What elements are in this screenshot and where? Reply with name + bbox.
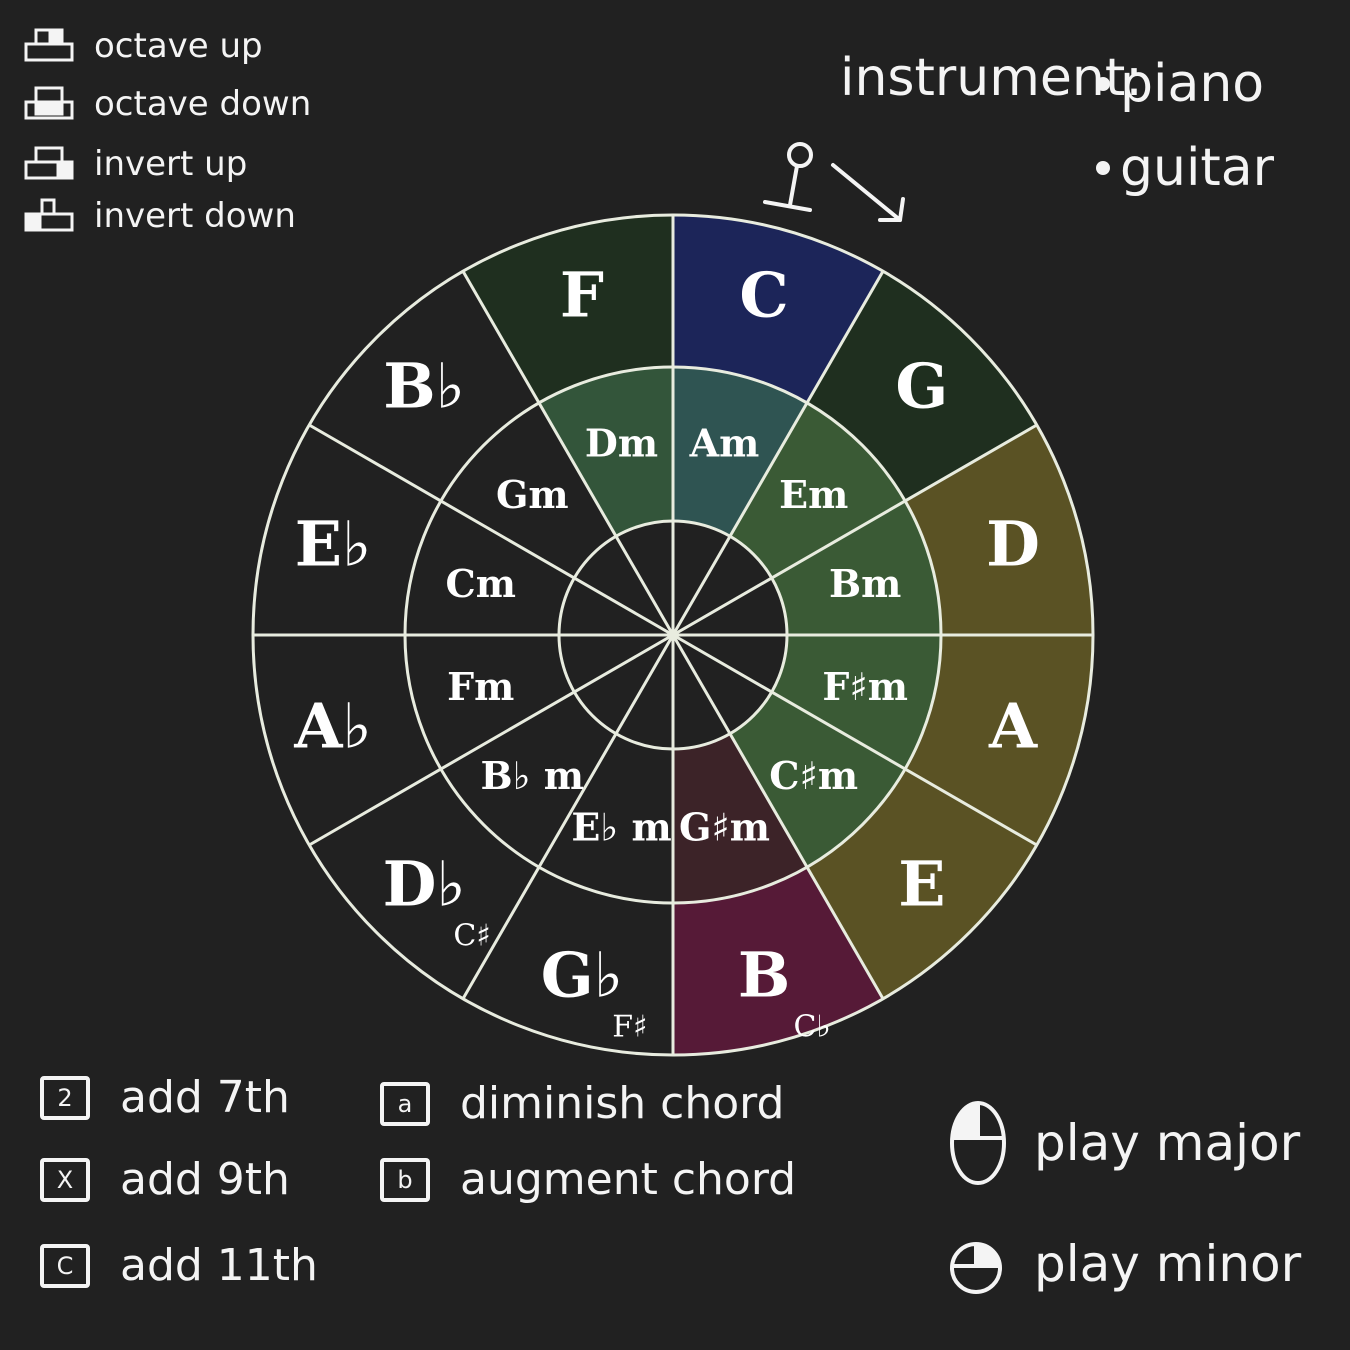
play-label: play major bbox=[1034, 1114, 1301, 1172]
key-a-icon: a bbox=[380, 1081, 430, 1126]
instrument-option-piano[interactable]: piano bbox=[1096, 54, 1264, 114]
play-label: play minor bbox=[1034, 1235, 1302, 1293]
legend-invert-up: invert up bbox=[22, 144, 247, 184]
minor-wedge-em[interactable] bbox=[730, 402, 906, 578]
wheel-spoke bbox=[461, 634, 675, 1000]
option-label: add 9th bbox=[120, 1154, 290, 1205]
wheel-spoke bbox=[671, 634, 885, 1000]
minor-wedge-gsm[interactable] bbox=[673, 733, 807, 903]
key-x-icon: X bbox=[40, 1157, 90, 1202]
instrument-option-label: piano bbox=[1120, 54, 1265, 114]
major-wedge-d[interactable] bbox=[905, 425, 1093, 635]
keys-octave-up-icon bbox=[24, 28, 74, 62]
wheel-spoke bbox=[308, 633, 674, 847]
mouse-right-click-icon bbox=[950, 1242, 1002, 1294]
mouse-left-click-icon bbox=[950, 1101, 1006, 1185]
major-wedge-e[interactable] bbox=[807, 769, 1037, 999]
minor-wedge-cm[interactable] bbox=[405, 501, 575, 635]
wheel-spoke bbox=[461, 270, 675, 636]
major-wedge-a[interactable] bbox=[905, 635, 1093, 845]
option-label: diminish chord bbox=[460, 1078, 785, 1129]
major-wedge-g[interactable] bbox=[807, 271, 1037, 501]
option-label: add 7th bbox=[120, 1072, 290, 1123]
key-2-icon: 2 bbox=[40, 1075, 90, 1120]
minor-wedge-fsm[interactable] bbox=[771, 635, 941, 769]
instrument-title: instrument: bbox=[840, 48, 1143, 108]
option-label: add 11th bbox=[120, 1240, 318, 1291]
option-augment-chord[interactable]: b augment chord bbox=[380, 1154, 796, 1205]
wheel-spoke bbox=[672, 423, 1038, 637]
play-major: play major bbox=[948, 1098, 1300, 1188]
option-add-11th[interactable]: C add 11th bbox=[40, 1240, 318, 1291]
major-wedge-f[interactable] bbox=[463, 215, 673, 403]
radio-dot-icon bbox=[1096, 77, 1110, 91]
keys-octave-down-icon bbox=[24, 86, 74, 120]
minor-wedge-bbm[interactable] bbox=[440, 692, 616, 868]
major-wedge-eb[interactable] bbox=[253, 425, 441, 635]
major-wedge-ab[interactable] bbox=[253, 635, 441, 845]
legend-octave-down: octave down bbox=[22, 84, 311, 124]
wheel-spoke bbox=[672, 633, 1038, 847]
legend-label: octave down bbox=[94, 84, 312, 124]
instrument-option-guitar[interactable]: guitar bbox=[1096, 138, 1274, 198]
minor-wedge-csm[interactable] bbox=[730, 692, 906, 868]
key-b-icon: b bbox=[380, 1157, 430, 1202]
wheel-spoke bbox=[308, 423, 674, 637]
rotate-arrow-icon bbox=[831, 163, 905, 222]
keys-invert-down-icon bbox=[24, 198, 74, 232]
key-c-icon: C bbox=[40, 1243, 90, 1288]
option-add-9th[interactable]: X add 9th bbox=[40, 1154, 290, 1205]
legend-octave-up: octave up bbox=[22, 26, 263, 66]
rotate-handle-icon[interactable] bbox=[755, 135, 920, 235]
play-minor: play minor bbox=[948, 1232, 1301, 1296]
minor-wedge-gm[interactable] bbox=[440, 402, 616, 578]
legend-invert-down: invert down bbox=[22, 196, 296, 236]
legend-label: octave up bbox=[94, 26, 263, 66]
minor-wedge-bm[interactable] bbox=[771, 501, 941, 635]
legend-label: invert down bbox=[94, 196, 296, 236]
option-add-7th[interactable]: 2 add 7th bbox=[40, 1072, 290, 1123]
wheel-spoke bbox=[671, 270, 885, 636]
option-diminish-chord[interactable]: a diminish chord bbox=[380, 1078, 784, 1129]
minor-wedge-dm[interactable] bbox=[539, 367, 673, 537]
minor-wedge-ebm[interactable] bbox=[539, 733, 673, 903]
option-label: augment chord bbox=[460, 1154, 797, 1205]
radio-dot-icon bbox=[1096, 161, 1110, 175]
major-wedge-gb[interactable] bbox=[463, 867, 673, 1055]
minor-wedge-am[interactable] bbox=[673, 367, 807, 537]
major-wedge-bb[interactable] bbox=[309, 271, 539, 501]
major-wedge-c[interactable] bbox=[673, 215, 883, 403]
major-wedge-db[interactable] bbox=[309, 769, 539, 999]
major-wedge-b[interactable] bbox=[673, 867, 883, 1055]
legend-label: invert up bbox=[94, 144, 248, 184]
keys-invert-up-icon bbox=[24, 146, 74, 180]
minor-wedge-fm[interactable] bbox=[405, 635, 575, 769]
instrument-option-label: guitar bbox=[1120, 138, 1275, 198]
